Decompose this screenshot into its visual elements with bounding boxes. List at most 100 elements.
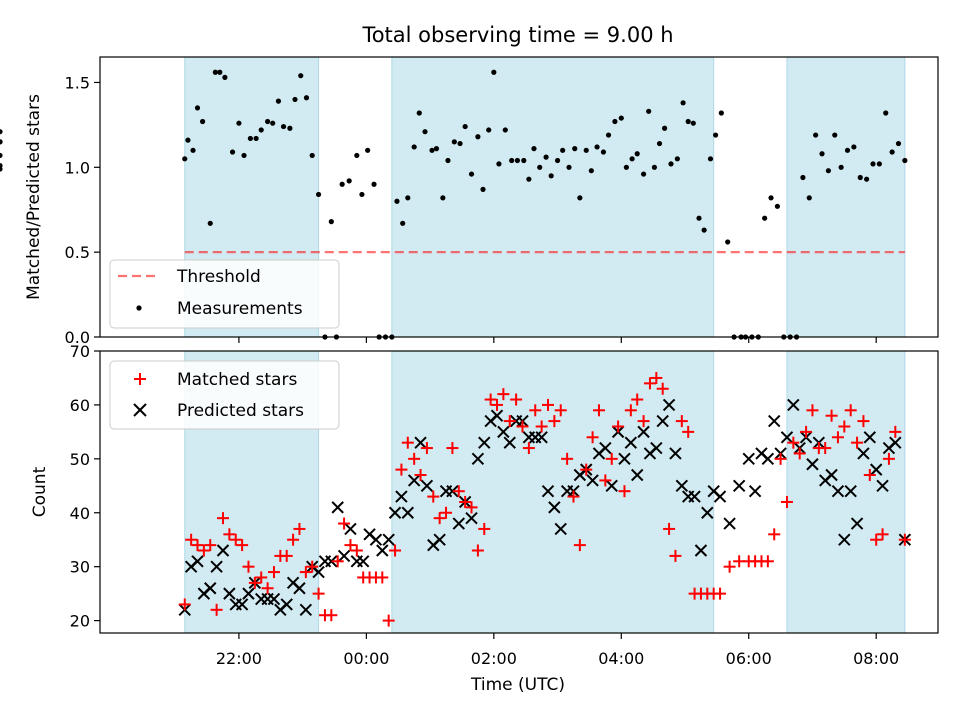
matched-star-point: [831, 431, 844, 444]
predicted-star-point: [293, 582, 306, 595]
matched-star-point: [637, 415, 650, 428]
predicted-star-point: [825, 468, 838, 482]
predicted-marker-stroke: [446, 484, 459, 498]
measurement-point: [199, 118, 206, 125]
predicted-star-point: [889, 436, 902, 449]
matched-star-point: [325, 609, 338, 622]
predicted-star-point: [369, 533, 383, 546]
matched-star-point: [452, 485, 465, 498]
predicted-marker-stroke: [280, 598, 293, 611]
measurement-point: [328, 219, 334, 225]
y-tick-label: 1.5: [65, 73, 90, 92]
predicted-star-point: [210, 560, 223, 573]
bottom-panel: 20 30 40 50 60 70 22:00 00:00 02:00 04:00 06:00 08…: [30, 342, 939, 695]
measurement-point: [594, 144, 600, 150]
predicted-star-point: [844, 484, 857, 498]
matched-star-point: [631, 393, 644, 406]
matched-star-point: [723, 560, 736, 573]
matched-star-point: [714, 587, 727, 600]
measurement-point: [895, 140, 902, 147]
matched-star-point: [669, 549, 682, 562]
top-axes-frame: [99, 56, 939, 338]
y-tick-label: 40: [70, 504, 90, 523]
measurement-point: [422, 129, 428, 135]
predicted-marker-stroke: [382, 533, 395, 546]
predicted-star-point: [388, 506, 402, 519]
predicted-marker-stroke: [713, 490, 727, 503]
matched-star-point: [548, 415, 561, 428]
measurement-point: [287, 125, 293, 131]
x-tick-label: 00:00: [343, 649, 389, 668]
measurement-point: [618, 115, 624, 121]
measurement-point: [0, 129, 3, 135]
matched-star-point: [787, 436, 800, 449]
predicted-marker-stroke: [631, 468, 644, 482]
predicted-marker-stroke: [395, 490, 408, 503]
measurement-point: [696, 215, 702, 221]
measurement-point: [572, 146, 578, 152]
measurement-point: [680, 100, 686, 106]
measurement-point: [222, 74, 228, 80]
predicted-star-point: [446, 484, 459, 498]
predicted-star-point: [876, 479, 889, 493]
predicted-star-point: [624, 436, 638, 449]
predicted-marker-stroke: [235, 598, 249, 611]
matched-star-point: [350, 544, 363, 557]
predicted-star-point: [325, 555, 338, 568]
predicted-star-point: [618, 452, 631, 466]
predicted-star-point: [267, 592, 281, 606]
predicted-star-point: [280, 598, 293, 611]
measurement-point: [462, 123, 468, 130]
measurement-point: [560, 147, 566, 153]
matched-star-point: [312, 587, 325, 600]
measurement-point: [838, 164, 844, 170]
predicted-star-point: [554, 522, 567, 536]
predicted-star-point: [701, 506, 714, 519]
predicted-marker-stroke: [675, 479, 689, 493]
matched-star-point: [440, 506, 453, 519]
predicted-star-point: [503, 436, 516, 449]
predicted-star-point: [869, 463, 883, 476]
predicted-star-point: [806, 458, 819, 471]
matched-star-point: [643, 377, 656, 390]
matched-star-point: [863, 469, 876, 482]
top-y-axis-label: Matched/Predicted stars: [24, 94, 44, 300]
measurement-point: [258, 127, 264, 133]
measurement-point: [298, 73, 304, 79]
matched-star-point: [395, 463, 408, 476]
predicted-marker-stroke: [471, 452, 485, 466]
predicted-marker-stroke: [541, 484, 555, 498]
y-tick-label: 20: [70, 612, 90, 631]
legend-measurements-label: Measurements: [177, 299, 303, 319]
measurement-point: [217, 69, 223, 75]
predicted-star-point: [465, 511, 478, 525]
measurement-point: [400, 220, 406, 226]
measurement-point: [870, 161, 876, 167]
measurement-point: [405, 195, 411, 201]
matched-stars-series: [178, 371, 911, 627]
matched-star-point: [478, 522, 491, 535]
matched-star-point: [503, 415, 516, 428]
matched-star-point: [255, 571, 268, 584]
matched-star-point: [535, 420, 548, 433]
matched-star-point: [541, 398, 554, 411]
predicted-marker-stroke: [586, 474, 599, 487]
measurement-point: [876, 161, 882, 167]
predicted-star-point: [780, 431, 794, 444]
predicted-star-point: [235, 598, 249, 611]
matched-star-point: [267, 566, 280, 579]
measurement-point: [712, 132, 719, 138]
measurement-point: [185, 137, 191, 143]
measurement-point: [429, 147, 435, 153]
matched-star-point: [663, 522, 676, 535]
matched-star-point: [656, 382, 669, 395]
measurement-point: [806, 195, 812, 201]
measurement-point: [496, 161, 502, 167]
bottom-legend: Matched stars Predicted stars: [109, 360, 340, 430]
matched-star-point: [331, 555, 344, 568]
measurement-point: [315, 191, 322, 198]
measurement-point: [433, 146, 440, 152]
predicted-star-point: [768, 414, 781, 428]
measurement-point: [889, 149, 895, 155]
